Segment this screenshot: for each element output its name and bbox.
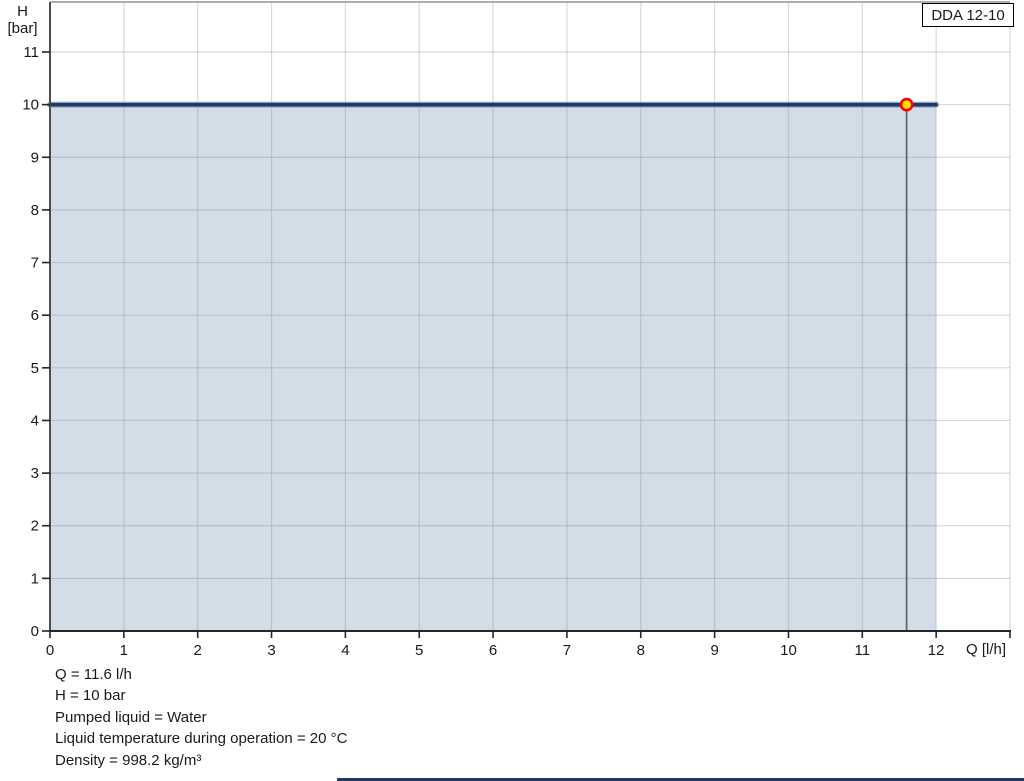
- x-tick-label: 9: [710, 642, 718, 659]
- y-tick-label: 8: [31, 202, 39, 219]
- x-tick-label: 3: [267, 642, 275, 659]
- caption-density-line: Density = 998.2 kg/m³: [55, 751, 202, 769]
- curve-area-fill: [50, 104, 937, 632]
- caption-flow-line: Q = 11.6 l/h: [55, 666, 132, 683]
- legend-pump-model-label: DDA 12-10: [931, 6, 1005, 24]
- y-tick-label: 7: [31, 255, 39, 272]
- x-tick-label: 11: [855, 642, 871, 659]
- y-tick-label: 5: [31, 360, 39, 377]
- x-tick-label: 4: [341, 642, 349, 659]
- y-tick-label: 11: [23, 44, 39, 61]
- operating-point-marker[interactable]: [899, 97, 914, 112]
- y-tick-label: 10: [22, 97, 39, 114]
- x-tick-label: 12: [928, 642, 945, 659]
- x-tick-label: 6: [489, 642, 497, 659]
- y-tick-label: 2: [31, 518, 39, 535]
- y-tick-label: 0: [31, 623, 39, 640]
- y-tick-label: 6: [31, 307, 39, 324]
- x-tick-label: 5: [415, 642, 423, 659]
- y-axis-title-unit: [bar]: [7, 20, 38, 37]
- x-tick-label: 10: [780, 642, 797, 659]
- x-tick-label: 2: [194, 642, 202, 659]
- x-tick-label: 0: [46, 642, 54, 659]
- x-tick-label: 8: [637, 642, 645, 659]
- caption-liquid-line: Pumped liquid = Water: [55, 708, 207, 726]
- caption-temperature-line: Liquid temperature during operation = 20…: [55, 730, 348, 748]
- bottom-divider-line: [337, 778, 1024, 781]
- x-tick-label: 7: [563, 642, 571, 659]
- x-tick-label: 1: [120, 642, 128, 659]
- caption-head-line: H = 10 bar: [55, 687, 126, 705]
- y-axis-title: H [bar]: [0, 3, 45, 37]
- y-tick-label: 4: [31, 412, 39, 429]
- y-tick-label: 9: [31, 149, 39, 166]
- y-axis-title-symbol: H: [17, 3, 28, 20]
- y-tick-label: 3: [31, 465, 39, 482]
- x-axis-title: Q [l/h]: [966, 641, 1007, 658]
- duty-point-caption: Q = 11.6 l/h H = 10 bar Pumped liquid = …: [55, 664, 347, 771]
- y-tick-label: 1: [31, 570, 39, 587]
- legend-box: DDA 12-10: [922, 3, 1014, 27]
